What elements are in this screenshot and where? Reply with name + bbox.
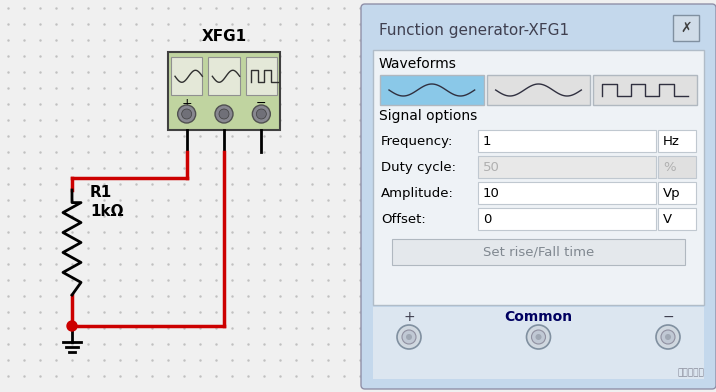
Circle shape xyxy=(67,321,77,331)
Text: Duty cycle:: Duty cycle: xyxy=(381,160,456,174)
Bar xyxy=(478,208,656,230)
Circle shape xyxy=(536,334,541,340)
Text: Signal options: Signal options xyxy=(379,109,478,123)
Circle shape xyxy=(531,330,546,344)
Bar xyxy=(373,50,704,305)
FancyBboxPatch shape xyxy=(594,75,697,105)
Text: 0: 0 xyxy=(483,212,491,225)
Text: +: + xyxy=(403,310,415,324)
Text: XFG1: XFG1 xyxy=(201,29,246,44)
FancyBboxPatch shape xyxy=(487,75,590,105)
Text: −: − xyxy=(662,310,674,324)
Bar xyxy=(658,208,696,230)
Text: V: V xyxy=(663,212,672,225)
Circle shape xyxy=(406,334,412,340)
Circle shape xyxy=(252,105,271,123)
Text: ✗: ✗ xyxy=(680,21,692,35)
Bar xyxy=(658,156,696,178)
Text: −: − xyxy=(256,96,266,109)
Circle shape xyxy=(219,109,229,119)
Circle shape xyxy=(182,109,192,119)
Circle shape xyxy=(178,105,195,123)
FancyBboxPatch shape xyxy=(392,239,685,265)
Bar xyxy=(208,57,240,94)
Text: 10: 10 xyxy=(483,187,500,200)
Text: %: % xyxy=(663,160,676,174)
Circle shape xyxy=(526,325,551,349)
Text: 1: 1 xyxy=(483,134,491,147)
Bar xyxy=(478,182,656,204)
Circle shape xyxy=(661,330,675,344)
Bar xyxy=(658,182,696,204)
Circle shape xyxy=(665,334,671,340)
Circle shape xyxy=(215,105,233,123)
Text: Common: Common xyxy=(505,310,573,324)
Circle shape xyxy=(402,330,416,344)
Bar xyxy=(373,307,704,379)
Bar xyxy=(478,156,656,178)
Text: Offset:: Offset: xyxy=(381,212,426,225)
Text: 1kΩ: 1kΩ xyxy=(90,204,123,219)
FancyBboxPatch shape xyxy=(380,75,484,105)
Bar xyxy=(478,130,656,152)
Bar xyxy=(246,57,277,94)
Bar xyxy=(658,130,696,152)
Text: Set rise/Fall time: Set rise/Fall time xyxy=(483,245,594,258)
Text: Waveforms: Waveforms xyxy=(379,57,457,71)
Circle shape xyxy=(656,325,680,349)
Text: Vp: Vp xyxy=(663,187,681,200)
Text: 50: 50 xyxy=(483,160,500,174)
Text: R1: R1 xyxy=(90,185,112,200)
Text: +: + xyxy=(181,96,192,109)
Circle shape xyxy=(256,109,266,119)
Text: 电路与电视: 电路与电视 xyxy=(677,368,704,377)
Circle shape xyxy=(397,325,421,349)
Text: Amplitude:: Amplitude: xyxy=(381,187,454,200)
Text: Hz: Hz xyxy=(663,134,680,147)
Text: Frequency:: Frequency: xyxy=(381,134,453,147)
Bar xyxy=(171,57,203,94)
Text: Function generator-XFG1: Function generator-XFG1 xyxy=(379,22,569,38)
FancyBboxPatch shape xyxy=(673,15,699,41)
Bar xyxy=(168,52,280,130)
FancyBboxPatch shape xyxy=(361,4,716,389)
